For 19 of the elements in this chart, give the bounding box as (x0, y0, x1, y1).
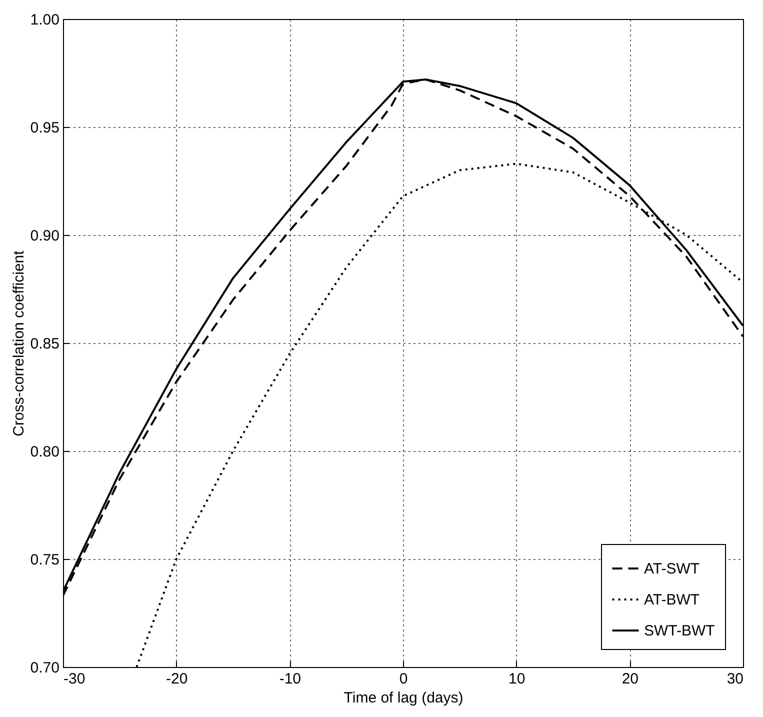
x-tick-label: 20 (622, 670, 639, 688)
legend-label: SWT-BWT (644, 622, 715, 640)
y-tick-label: 0.95 (30, 120, 60, 136)
y-tick-label: 0.75 (30, 552, 60, 568)
y-axis-title: Cross-correlation coefficient (10, 250, 28, 436)
y-tick-label: 0.90 (30, 228, 60, 244)
legend-label: AT-SWT (644, 560, 700, 578)
x-axis-title: Time of lag (days) (344, 690, 464, 706)
x-tick-label: -30 (64, 670, 86, 688)
y-tick-label: 1.00 (30, 12, 60, 28)
y-tick-label: 0.80 (30, 444, 60, 460)
x-tick-label: -10 (279, 670, 302, 688)
y-tick-label: 0.70 (30, 660, 60, 676)
legend-label: AT-BWT (644, 592, 700, 608)
x-tick-label: 0 (399, 670, 408, 688)
x-tick-label: 30 (726, 670, 744, 688)
x-tick-label: -20 (166, 670, 188, 688)
y-tick-label: 0.85 (30, 336, 60, 352)
x-tick-label: 10 (508, 670, 526, 688)
